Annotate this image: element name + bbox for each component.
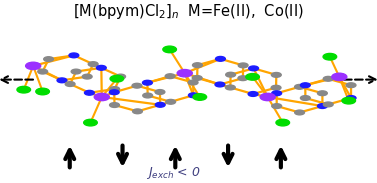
Circle shape — [163, 46, 176, 53]
Circle shape — [17, 86, 31, 93]
Circle shape — [155, 102, 165, 107]
Circle shape — [188, 93, 198, 98]
Circle shape — [323, 76, 333, 81]
Circle shape — [271, 85, 281, 90]
Circle shape — [132, 83, 142, 88]
Circle shape — [155, 90, 165, 94]
Circle shape — [300, 96, 310, 100]
Circle shape — [215, 82, 225, 87]
Circle shape — [317, 91, 327, 96]
Circle shape — [238, 76, 248, 81]
Circle shape — [110, 103, 120, 107]
Circle shape — [323, 53, 337, 60]
Circle shape — [166, 99, 176, 104]
Circle shape — [193, 63, 202, 68]
Circle shape — [57, 78, 67, 83]
Circle shape — [272, 104, 282, 109]
Circle shape — [192, 76, 202, 80]
Circle shape — [165, 74, 175, 79]
Circle shape — [188, 80, 198, 85]
Text: $J_{exch}$ < 0: $J_{exch}$ < 0 — [146, 165, 201, 181]
Circle shape — [332, 73, 347, 81]
Circle shape — [94, 93, 109, 101]
Circle shape — [317, 104, 327, 109]
Circle shape — [110, 87, 120, 92]
Circle shape — [272, 91, 282, 96]
Circle shape — [65, 82, 75, 86]
Circle shape — [82, 74, 92, 79]
Circle shape — [271, 72, 281, 77]
Circle shape — [71, 69, 81, 74]
Circle shape — [226, 72, 236, 77]
Circle shape — [143, 93, 153, 98]
Circle shape — [260, 93, 275, 101]
Circle shape — [133, 109, 143, 114]
Circle shape — [88, 62, 98, 66]
Circle shape — [26, 62, 41, 70]
Circle shape — [300, 83, 310, 88]
Circle shape — [109, 90, 119, 95]
Circle shape — [84, 90, 94, 95]
Circle shape — [116, 74, 126, 79]
Circle shape — [342, 97, 356, 104]
Circle shape — [248, 92, 258, 96]
Circle shape — [84, 119, 97, 126]
Circle shape — [276, 119, 290, 126]
Circle shape — [346, 83, 356, 88]
Text: [M(bpym)Cl$_2$]$_n$  M=Fe(II),  Co(II): [M(bpym)Cl$_2$]$_n$ M=Fe(II), Co(II) — [73, 2, 304, 21]
Circle shape — [177, 70, 192, 77]
Circle shape — [97, 66, 106, 70]
Circle shape — [110, 75, 124, 82]
Circle shape — [323, 102, 333, 107]
Circle shape — [36, 88, 49, 95]
Circle shape — [69, 53, 79, 58]
Circle shape — [44, 57, 54, 61]
Circle shape — [238, 63, 248, 68]
Circle shape — [193, 94, 207, 100]
Circle shape — [295, 110, 305, 115]
Circle shape — [294, 85, 304, 89]
Circle shape — [216, 57, 225, 61]
Circle shape — [38, 69, 48, 74]
Circle shape — [225, 85, 235, 90]
Circle shape — [249, 66, 259, 71]
Circle shape — [143, 80, 152, 85]
Circle shape — [246, 74, 259, 80]
Circle shape — [346, 96, 356, 100]
